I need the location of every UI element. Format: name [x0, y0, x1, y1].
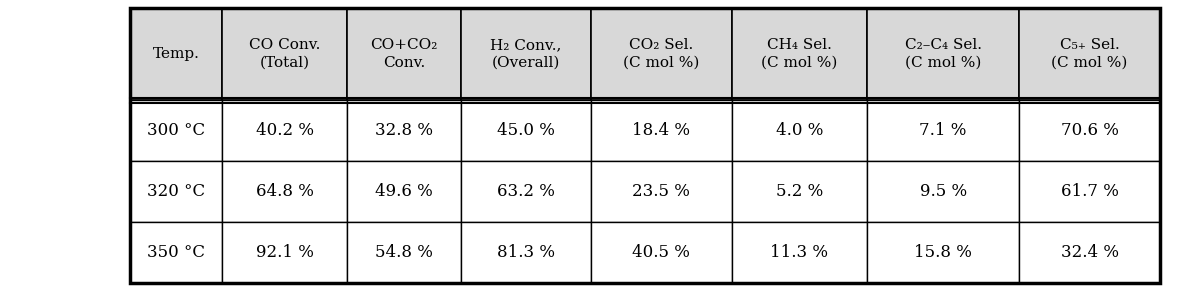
Text: Temp.: Temp.	[152, 47, 200, 61]
Bar	[868, 8, 1019, 100]
Text: 320 °C: 320 °C	[148, 183, 205, 200]
Text: 300 °C: 300 °C	[148, 122, 205, 139]
Bar	[868, 222, 1019, 283]
Bar	[130, 8, 1160, 283]
Text: 350 °C: 350 °C	[148, 244, 205, 261]
Text: 15.8 %: 15.8 %	[914, 244, 972, 261]
Bar	[590, 222, 732, 283]
Bar	[590, 161, 732, 222]
Text: 81.3 %: 81.3 %	[496, 244, 555, 261]
Bar	[461, 8, 590, 100]
Bar	[590, 8, 732, 100]
Text: H₂ Conv.,
(Overall): H₂ Conv., (Overall)	[490, 38, 562, 70]
Text: 45.0 %: 45.0 %	[496, 122, 555, 139]
Text: 40.2 %: 40.2 %	[256, 122, 313, 139]
Bar	[461, 161, 590, 222]
Text: 32.4 %: 32.4 %	[1060, 244, 1119, 261]
Bar	[732, 8, 868, 100]
Bar	[590, 100, 732, 161]
Bar	[461, 100, 590, 161]
Bar	[130, 161, 223, 222]
Bar	[346, 8, 461, 100]
Bar	[868, 161, 1019, 222]
Text: 5.2 %: 5.2 %	[776, 183, 823, 200]
Bar	[1019, 222, 1160, 283]
Bar	[346, 222, 461, 283]
Bar	[346, 100, 461, 161]
Text: 11.3 %: 11.3 %	[770, 244, 828, 261]
Bar	[461, 222, 590, 283]
Bar	[223, 8, 346, 100]
Bar	[732, 100, 868, 161]
Text: CO₂ Sel.
(C mol %): CO₂ Sel. (C mol %)	[624, 38, 700, 70]
Bar	[223, 100, 346, 161]
Text: CH₄ Sel.
(C mol %): CH₄ Sel. (C mol %)	[762, 38, 838, 70]
Text: C₅₊ Sel.
(C mol %): C₅₊ Sel. (C mol %)	[1051, 38, 1128, 70]
Bar	[1019, 161, 1160, 222]
Text: 4.0 %: 4.0 %	[776, 122, 823, 139]
Text: 9.5 %: 9.5 %	[920, 183, 966, 200]
Bar	[1019, 100, 1160, 161]
Text: 7.1 %: 7.1 %	[920, 122, 966, 139]
Text: C₂–C₄ Sel.
(C mol %): C₂–C₄ Sel. (C mol %)	[904, 38, 982, 70]
Text: 61.7 %: 61.7 %	[1060, 183, 1119, 200]
Bar	[223, 161, 346, 222]
Bar	[346, 161, 461, 222]
Bar	[223, 222, 346, 283]
Bar	[732, 161, 868, 222]
Text: 23.5 %: 23.5 %	[632, 183, 690, 200]
Text: 92.1 %: 92.1 %	[256, 244, 313, 261]
Text: CO+CO₂
Conv.: CO+CO₂ Conv.	[370, 38, 438, 70]
Text: 18.4 %: 18.4 %	[632, 122, 690, 139]
Text: 40.5 %: 40.5 %	[632, 244, 690, 261]
Text: 32.8 %: 32.8 %	[375, 122, 433, 139]
Bar	[868, 100, 1019, 161]
Text: 70.6 %: 70.6 %	[1060, 122, 1119, 139]
Bar	[130, 222, 223, 283]
Text: 63.2 %: 63.2 %	[496, 183, 555, 200]
Bar	[1019, 8, 1160, 100]
Bar	[130, 100, 223, 161]
Bar	[130, 8, 223, 100]
Text: 54.8 %: 54.8 %	[375, 244, 433, 261]
Bar	[732, 222, 868, 283]
Text: 64.8 %: 64.8 %	[256, 183, 313, 200]
Text: CO Conv.
(Total): CO Conv. (Total)	[249, 38, 320, 70]
Text: 49.6 %: 49.6 %	[375, 183, 433, 200]
